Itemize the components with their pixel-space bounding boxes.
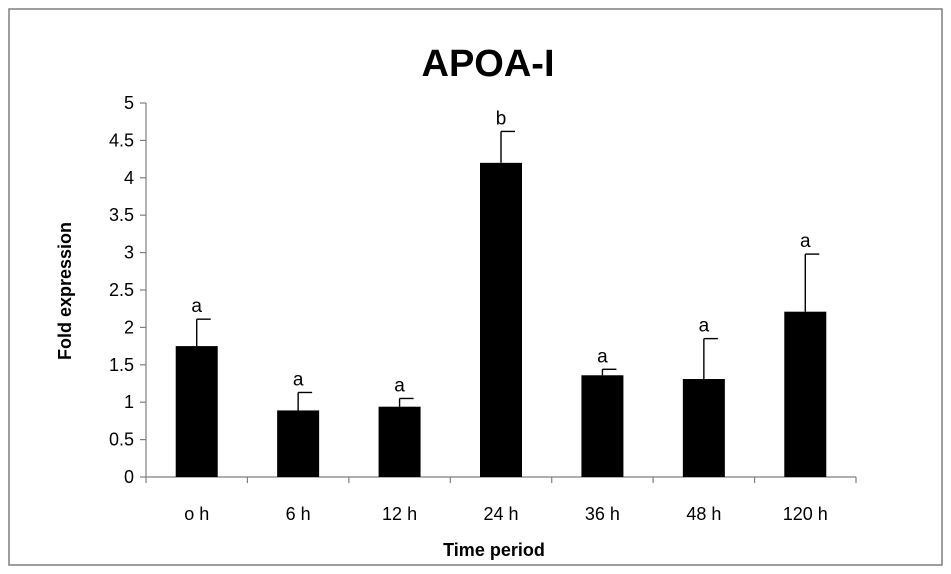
significance-label: a: [699, 316, 710, 337]
significance-label: a: [293, 369, 304, 390]
y-tick-label: 2.5: [109, 280, 134, 300]
x-tick-label: 12 h: [382, 504, 417, 524]
y-tick-label: 1: [124, 392, 134, 412]
y-tick-label: 1.5: [109, 355, 134, 375]
chart-title: APOA-I: [422, 43, 555, 85]
x-tick-label: 6 h: [286, 504, 311, 524]
y-tick-label: 5: [124, 93, 134, 113]
y-tick-label: 3: [124, 243, 134, 263]
y-axis-title: Fold expression: [55, 222, 75, 360]
y-tick-label: 0.5: [109, 430, 134, 450]
significance-label: a: [800, 231, 811, 252]
y-tick-label: 3.5: [109, 205, 134, 225]
plot-area: 0 0.5 1 1.5 2 2.5 3 3.5 4 4.5 5 a o h a 6 h a 12 h b 24 h a…: [109, 93, 857, 524]
bar: [480, 162, 522, 477]
y-tick-label: 4: [124, 168, 134, 188]
y-tick-label: 0: [124, 467, 134, 487]
x-tick-label: 48 h: [686, 504, 721, 524]
x-tick-label: o h: [184, 504, 209, 524]
x-tick-label: 120 h: [783, 504, 828, 524]
x-tick-label: 24 h: [483, 504, 518, 524]
y-tick-label: 2: [124, 317, 134, 337]
y-tick-label: 4.5: [109, 130, 134, 150]
bar: [175, 346, 218, 477]
significance-label: a: [597, 346, 608, 367]
bar: [277, 410, 320, 477]
chart-frame: [8, 8, 943, 566]
bar: [784, 311, 827, 477]
significance-label: a: [394, 375, 405, 396]
bar: [682, 379, 725, 477]
x-axis-title: Time period: [443, 540, 545, 560]
bar: [581, 375, 624, 477]
x-tick-label: 36 h: [585, 504, 620, 524]
bar: [378, 406, 421, 477]
significance-label: b: [496, 108, 507, 129]
significance-label: a: [191, 296, 202, 317]
